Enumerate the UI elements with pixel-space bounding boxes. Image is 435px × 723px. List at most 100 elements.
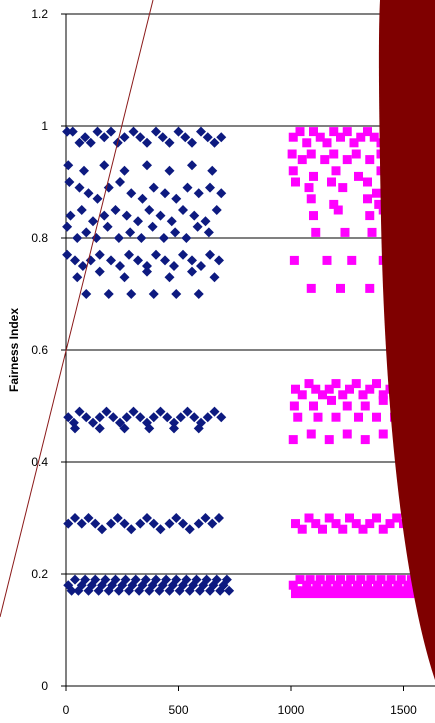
data-point: [297, 390, 307, 400]
data-point: [216, 132, 227, 143]
data-point: [203, 227, 214, 238]
data-point: [329, 149, 339, 159]
data-point: [70, 255, 80, 266]
data-point: [175, 412, 186, 423]
data-point: [333, 205, 343, 215]
data-point: [193, 518, 204, 529]
data-point: [408, 589, 417, 599]
data-point: [365, 211, 375, 221]
data-point: [63, 518, 74, 529]
data-point: [124, 249, 134, 260]
data-point: [151, 249, 161, 260]
data-point: [305, 575, 315, 585]
data-point: [106, 126, 116, 137]
data-point: [332, 580, 342, 590]
data-point: [211, 205, 222, 215]
data-point: [293, 412, 303, 422]
data-point: [338, 524, 348, 534]
data-point: [312, 580, 322, 590]
data-point: [193, 188, 204, 199]
data-point: [324, 513, 334, 523]
data-point: [378, 429, 388, 439]
data-point: [345, 589, 354, 599]
data-point: [358, 390, 368, 400]
data-point: [383, 580, 393, 590]
data-point: [90, 574, 101, 585]
data-point: [85, 137, 96, 148]
gridlines: [66, 13, 435, 575]
data-point: [381, 589, 390, 599]
data-point: [182, 406, 193, 417]
data-point: [363, 177, 372, 187]
data-point: [62, 221, 73, 232]
data-point: [329, 127, 339, 137]
data-point: [214, 513, 224, 523]
data-point: [331, 519, 341, 529]
data-point: [365, 155, 375, 165]
data-point: [196, 126, 206, 137]
data-point: [342, 155, 352, 165]
data-point: [342, 127, 352, 137]
x-tick-label: 500: [168, 703, 188, 717]
data-point: [74, 406, 85, 417]
data-point: [178, 518, 188, 529]
data-point: [94, 249, 105, 260]
data-point: [365, 283, 375, 293]
data-point: [224, 585, 235, 596]
data-point: [378, 395, 388, 405]
data-point: [396, 575, 406, 585]
data-point: [65, 210, 76, 221]
data-point: [351, 149, 361, 159]
data-point: [63, 160, 74, 171]
y-tick-label: 0.4: [31, 455, 48, 469]
data-point: [128, 406, 139, 417]
data-point: [363, 127, 372, 137]
data-point: [62, 249, 73, 260]
x-tick-label: 1000: [278, 703, 305, 717]
data-point: [205, 182, 215, 193]
data-point: [211, 574, 222, 585]
data-point: [358, 524, 368, 534]
data-point: [76, 205, 87, 215]
data-point: [356, 132, 366, 142]
data-point: [125, 227, 136, 238]
data-point: [148, 289, 159, 299]
data-point: [99, 160, 110, 171]
data-point: [83, 513, 94, 523]
data-point: [366, 575, 376, 585]
data-point: [342, 580, 352, 590]
data-point: [289, 255, 299, 265]
data-point: [309, 211, 318, 221]
data-point: [311, 227, 321, 237]
data-point: [142, 160, 152, 171]
data-point: [133, 255, 143, 266]
data-point: [336, 132, 345, 142]
data-point: [140, 574, 151, 585]
data-point: [352, 580, 362, 590]
data-point: [196, 261, 206, 271]
data-point: [322, 255, 332, 265]
data-point: [318, 589, 327, 599]
data-point: [169, 417, 179, 428]
data-point: [306, 283, 316, 293]
data-point: [135, 518, 146, 529]
data-point: [291, 589, 300, 599]
data-point: [354, 412, 363, 422]
data-point: [304, 513, 314, 523]
data-point: [64, 177, 75, 187]
data-point: [399, 589, 408, 599]
data-point: [360, 435, 370, 445]
data-point: [120, 574, 131, 585]
data-point: [327, 589, 336, 599]
data-point: [187, 266, 197, 277]
data-point: [148, 412, 159, 423]
data-point: [202, 132, 213, 143]
data-point: [295, 127, 305, 137]
data-point: [119, 132, 130, 143]
data-point: [81, 289, 92, 299]
data-point: [221, 574, 232, 585]
data-point: [372, 412, 381, 422]
data-point: [287, 149, 297, 159]
data-point: [80, 132, 91, 143]
data-point: [386, 575, 396, 585]
